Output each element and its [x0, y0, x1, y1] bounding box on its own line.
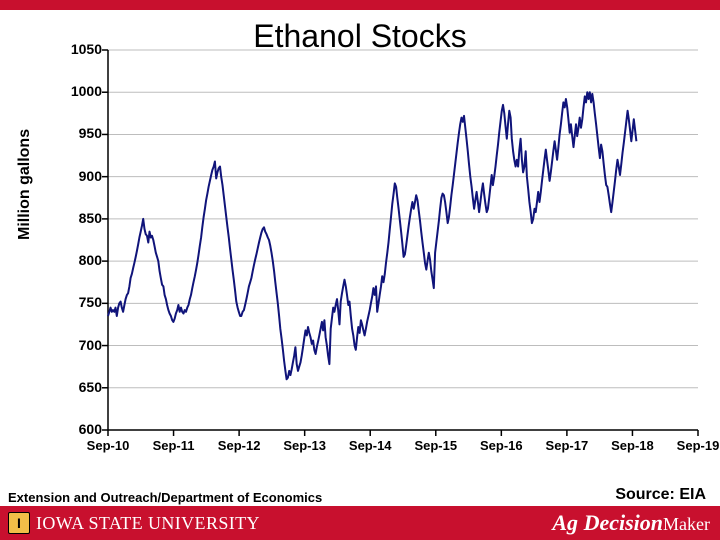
x-tick-label: Sep-17	[546, 438, 589, 453]
y-tick-label: 750	[52, 294, 102, 310]
y-tick-label: 950	[52, 125, 102, 141]
decision-word: Decision	[584, 510, 663, 535]
x-tick-label: Sep-13	[283, 438, 326, 453]
line-chart	[28, 40, 704, 460]
y-tick-label: 1050	[52, 41, 102, 57]
y-tick-label: 700	[52, 337, 102, 353]
isu-wordmark: IOWA STATE UNIVERSITY	[36, 513, 260, 534]
y-tick-label: 600	[52, 421, 102, 437]
x-tick-label: Sep-11	[153, 438, 195, 453]
y-tick-label: 1000	[52, 83, 102, 99]
y-tick-label: 650	[52, 379, 102, 395]
y-tick-label: 800	[52, 252, 102, 268]
x-tick-label: Sep-14	[349, 438, 392, 453]
isu-crest-icon: I	[8, 512, 30, 534]
ag-word: Ag	[552, 510, 583, 535]
isu-logo: I IOWA STATE UNIVERSITY	[8, 512, 260, 534]
y-tick-label: 900	[52, 168, 102, 184]
y-tick-label: 850	[52, 210, 102, 226]
x-tick-label: Sep-19	[677, 438, 720, 453]
maker-word: Maker	[663, 514, 710, 534]
x-tick-label: Sep-12	[218, 438, 261, 453]
extension-line: Extension and Outreach/Department of Eco…	[8, 487, 326, 506]
ag-decision-maker-logo: Ag DecisionMaker	[552, 510, 710, 536]
footer-bar: I IOWA STATE UNIVERSITY Ag DecisionMaker	[0, 506, 720, 540]
x-tick-label: Sep-10	[87, 438, 130, 453]
chart-area: Million gallons 600650700750800850900950…	[28, 40, 704, 460]
source-label: Source: EIA	[615, 486, 706, 504]
x-tick-label: Sep-15	[414, 438, 457, 453]
x-tick-label: Sep-18	[611, 438, 654, 453]
top-red-bar	[0, 0, 720, 10]
isu-primary: IOWA STATE	[36, 513, 143, 533]
isu-secondary: UNIVERSITY	[143, 513, 260, 533]
x-tick-label: Sep-16	[480, 438, 523, 453]
